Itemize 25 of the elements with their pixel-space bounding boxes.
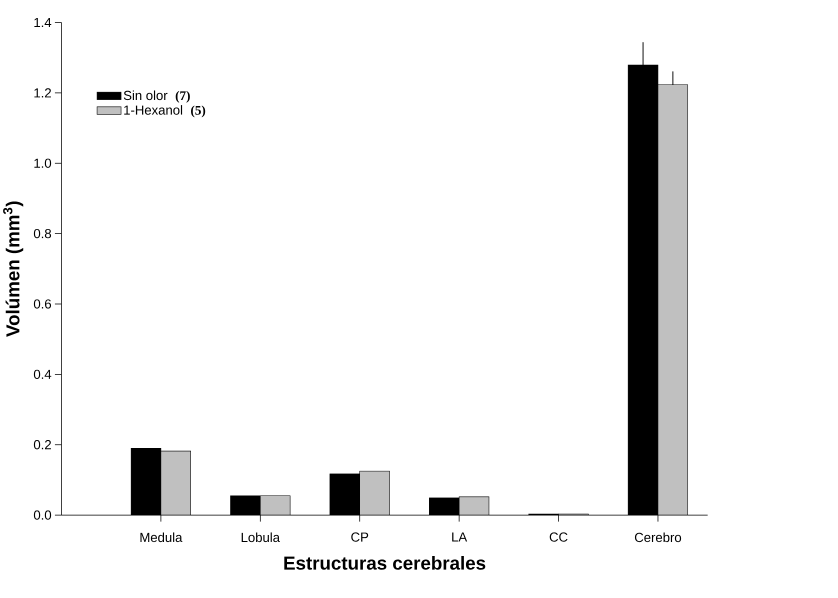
x-tick-label: Medula xyxy=(140,532,182,542)
annotation: (5) xyxy=(191,106,206,118)
y-tick-label: 0.6 xyxy=(34,300,52,309)
x-tick-label: Lobula xyxy=(242,532,280,542)
bar xyxy=(658,84,688,516)
y-tick-label: 1.0 xyxy=(34,158,52,168)
y-tick-label: 0.4 xyxy=(34,370,52,380)
legend-label: Sin olor xyxy=(124,90,168,100)
x-tick-label: Cerebro xyxy=(634,532,682,542)
y-tick-label: 1.2 xyxy=(34,88,51,98)
y-tick-label: 0.0 xyxy=(34,510,52,520)
bar xyxy=(160,451,191,516)
y-tick-label: 1.4 xyxy=(34,18,52,28)
x-tick-label: LA xyxy=(452,532,468,542)
bar xyxy=(359,471,390,516)
y-axis-title: Volúmen (mm$^{3}$) xyxy=(3,202,24,338)
bar xyxy=(260,496,290,516)
bar xyxy=(458,496,490,516)
legend-label: 1-Hexanol xyxy=(124,105,182,115)
x-axis-title: Estructuras cerebrales xyxy=(284,556,486,570)
x-tick-label: CC xyxy=(550,532,568,542)
y-tick-label: 0.2 xyxy=(34,440,51,450)
x-tick-label: CP xyxy=(351,532,368,542)
y-tick-label: 0.8 xyxy=(34,229,52,238)
annotation: (7) xyxy=(176,91,190,103)
